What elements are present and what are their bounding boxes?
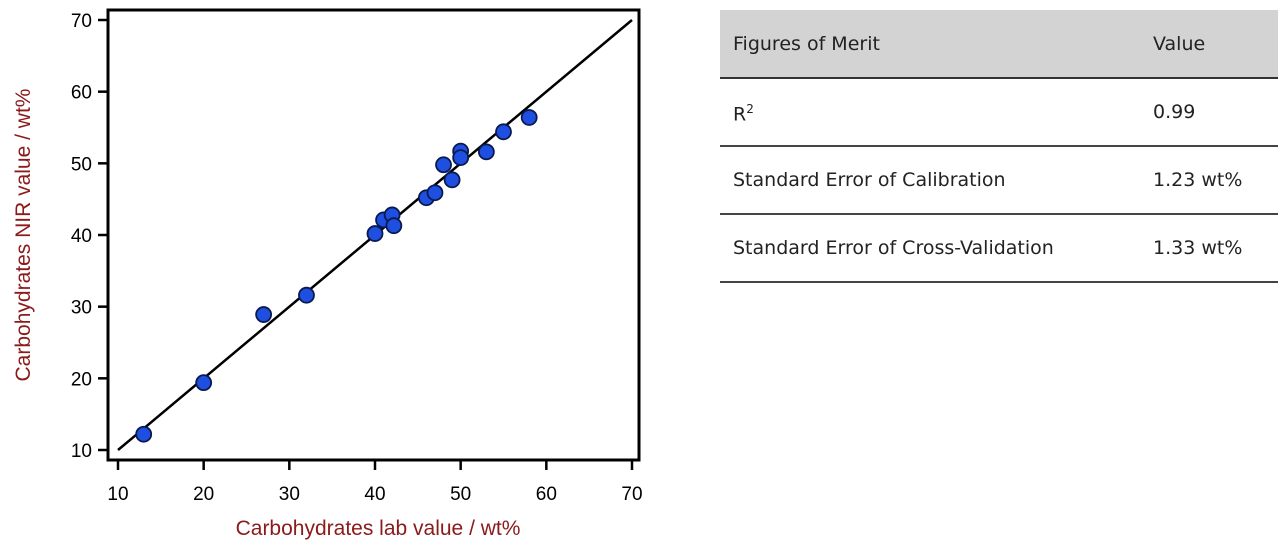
y-tick-label: 30	[71, 298, 92, 319]
data-point	[520, 109, 538, 126]
data-point	[135, 425, 153, 443]
row-label: Standard Error of Cross-Validation	[720, 214, 1140, 283]
calibration-scatter-plot: 10 20 30 40 50 60 70 10 20 30 40 50 60 70 Carbohydrat…	[12, 8, 643, 540]
y-tick-label: 60	[71, 83, 92, 104]
data-point	[195, 374, 213, 392]
data-point	[298, 286, 315, 304]
y-tick-label: 50	[71, 154, 92, 175]
data-point	[255, 306, 273, 323]
x-tick-label: 70	[621, 484, 642, 505]
data-point	[495, 123, 512, 141]
y-tick-label: 10	[71, 441, 92, 462]
row-value: 0.99	[1140, 78, 1278, 147]
header-value: Value	[1140, 10, 1278, 79]
data-point	[477, 143, 495, 161]
figures-of-merit-table: Figures of Merit Value R2 0.99 Standard …	[720, 10, 1278, 283]
header-figures-of-merit: Figures of Merit	[720, 10, 1140, 79]
data-point	[452, 149, 470, 167]
table-header: Figures of Merit Value	[720, 10, 1278, 79]
data-point	[385, 217, 403, 235]
x-tick-label: 10	[107, 484, 128, 505]
superscript: 2	[746, 102, 754, 117]
x-tick-label: 30	[279, 484, 300, 505]
data-point	[366, 225, 384, 242]
table-row: Standard Error of Cross-Validation 1.33 …	[720, 214, 1278, 283]
data-point	[426, 184, 444, 202]
y-tick-label: 70	[71, 11, 92, 32]
y-tick-label: 40	[71, 226, 92, 247]
x-tick-label: 50	[450, 484, 471, 505]
row-value: 1.33 wt%	[1140, 214, 1278, 283]
row-value: 1.23 wt%	[1140, 146, 1278, 215]
plot-frame	[106, 8, 641, 462]
y-tick-label: 20	[71, 369, 92, 390]
data-point	[435, 156, 452, 174]
x-tick-label: 60	[536, 484, 557, 505]
x-axis-label: Carbohydrates lab value / wt%	[236, 517, 521, 540]
x-tick-label: 20	[193, 484, 214, 505]
table-row: R2 0.99	[720, 78, 1278, 147]
row-label: R	[733, 103, 747, 126]
data-point	[443, 171, 461, 189]
table-row: Standard Error of Calibration 1.23 wt%	[720, 146, 1278, 215]
x-tick-label: 40	[364, 484, 385, 505]
y-axis-label: Carbohydrates NIR value / wt%	[12, 89, 35, 382]
row-label: Standard Error of Calibration	[720, 146, 1140, 215]
